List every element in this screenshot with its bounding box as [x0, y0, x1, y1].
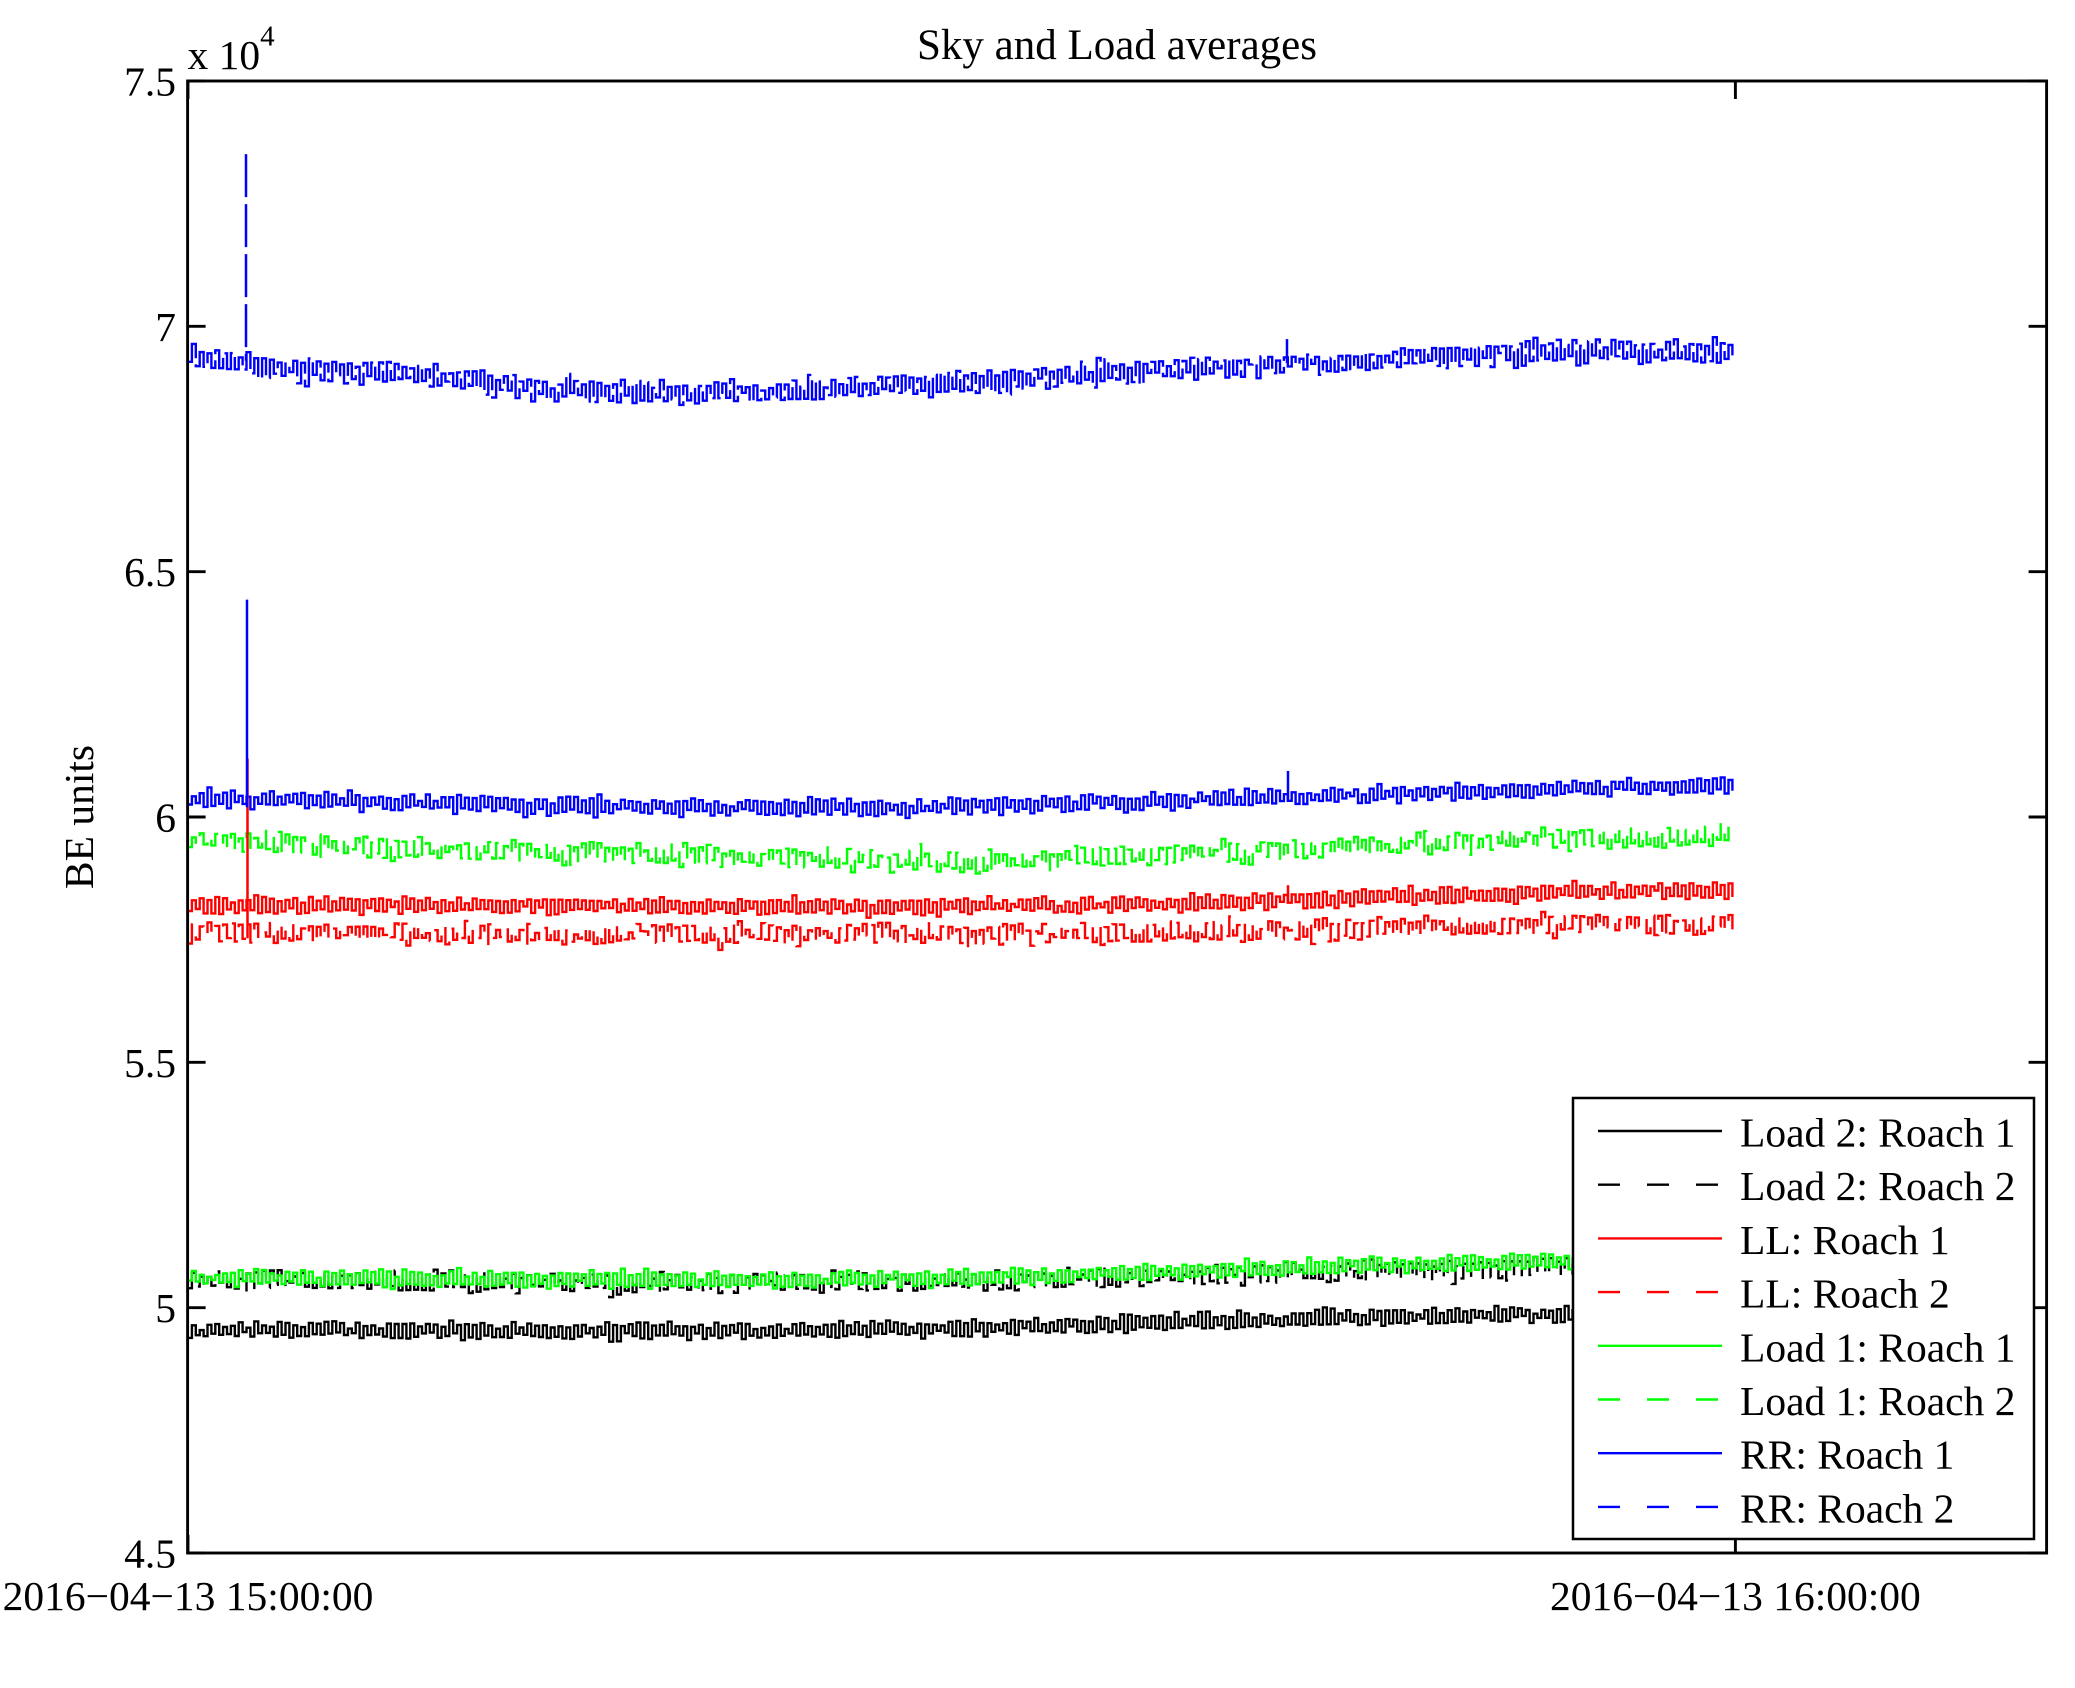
svg-text:6.5: 6.5: [124, 549, 176, 595]
svg-text:7.5: 7.5: [124, 59, 176, 105]
svg-text:2016−04−13 15:00:00: 2016−04−13 15:00:00: [3, 1573, 374, 1619]
svg-text:4.5: 4.5: [124, 1531, 176, 1577]
svg-text:RR: Roach 1: RR: Roach 1: [1740, 1432, 1954, 1478]
svg-text:Load 1: Roach 1: Load 1: Roach 1: [1740, 1324, 2015, 1370]
svg-text:LL: Roach 1: LL: Roach 1: [1740, 1217, 1950, 1263]
svg-text:LL: Roach 2: LL: Roach 2: [1740, 1271, 1950, 1317]
svg-text:Load 2: Roach 1: Load 2: Roach 1: [1740, 1110, 2015, 1156]
svg-text:6: 6: [155, 795, 176, 841]
svg-text:Sky and Load averages: Sky and Load averages: [917, 22, 1317, 69]
svg-text:BE units: BE units: [56, 745, 102, 889]
svg-text:7: 7: [155, 304, 176, 350]
svg-text:5: 5: [155, 1285, 176, 1331]
svg-text:Load 1: Roach 2: Load 1: Roach 2: [1740, 1378, 2015, 1424]
svg-text:Load 2: Roach 2: Load 2: Roach 2: [1740, 1163, 2015, 1209]
svg-text:RR: Roach 2: RR: Roach 2: [1740, 1485, 1954, 1531]
svg-text:5.5: 5.5: [124, 1040, 176, 1086]
svg-text:2016−04−13 16:00:00: 2016−04−13 16:00:00: [1550, 1573, 1921, 1619]
